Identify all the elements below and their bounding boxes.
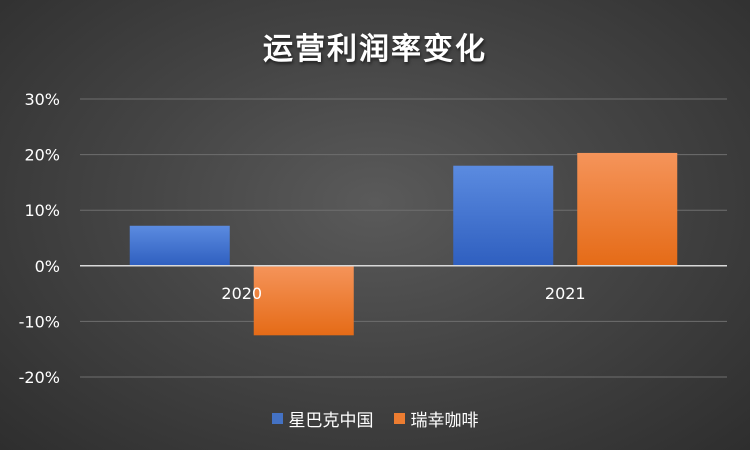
y-tick-label: -20% — [19, 368, 60, 387]
bar-luckin-2021 — [577, 152, 678, 266]
y-tick-label: 0% — [35, 257, 60, 276]
legend-item-luckin: 瑞幸咖啡 — [393, 406, 479, 431]
legend-swatch-luckin — [393, 413, 405, 424]
legend-label-starbucks: 星巴克中国 — [288, 411, 374, 431]
bar-luckin-2020 — [253, 265, 354, 336]
chart-legend: 星巴克中国 瑞幸咖啡 — [0, 406, 750, 431]
legend-swatch-starbucks — [271, 413, 283, 424]
bar-starbucks-2020 — [129, 225, 230, 266]
y-tick-label: 10% — [24, 201, 60, 220]
y-tick-label: 30% — [24, 90, 60, 109]
chart-title: 运营利润率变化 — [263, 32, 487, 67]
legend-label-luckin: 瑞幸咖啡 — [410, 411, 479, 431]
bar-starbucks-2021 — [453, 165, 554, 266]
legend-item-starbucks: 星巴克中国 — [271, 406, 374, 431]
y-tick-label: -10% — [19, 312, 60, 331]
x-tick-label: 2021 — [545, 284, 586, 303]
x-tick-label: 2020 — [221, 284, 262, 303]
y-tick-label: 20% — [24, 146, 60, 165]
